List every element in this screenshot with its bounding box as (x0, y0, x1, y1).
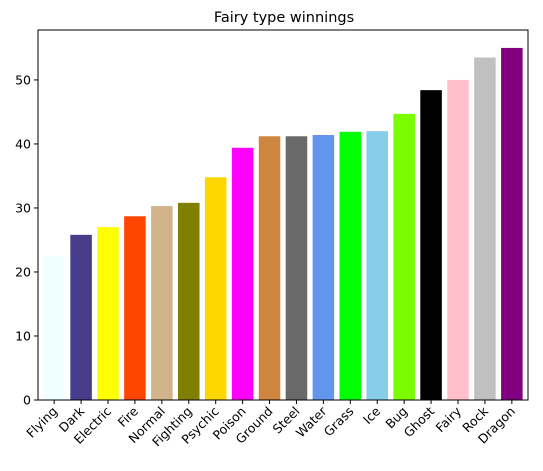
y-tick-label: 10 (15, 328, 31, 343)
y-tick-label: 0 (23, 393, 31, 408)
bar-fighting (178, 202, 200, 400)
y-tick-label: 40 (15, 136, 31, 151)
x-tick-label: Ghost (401, 403, 438, 440)
x-tick-label: Water (293, 403, 330, 440)
bar-ground (258, 136, 281, 400)
bar-psychic (204, 177, 227, 400)
bar-fairy (447, 79, 469, 401)
bar-fire (124, 216, 146, 400)
bar-dark (70, 234, 92, 400)
x-tick-label: Grass (321, 404, 357, 440)
bar-poison (231, 147, 254, 400)
x-tick-label: Ice (360, 403, 384, 427)
y-tick-label: 20 (15, 264, 31, 279)
bar-steel (285, 136, 308, 400)
x-tick-label: Flying (23, 404, 60, 441)
y-tick-label: 30 (15, 200, 31, 215)
x-tick-label: Fairy (433, 403, 465, 435)
bar-flying (43, 255, 65, 400)
bar-rock (474, 57, 496, 400)
plot-frame (37, 29, 529, 401)
bar-water (312, 134, 335, 401)
bar-grass (339, 131, 362, 400)
bar-ice (366, 131, 388, 400)
y-axis: 0 10 20 30 40 50 (15, 72, 38, 408)
bar-electric (97, 227, 119, 400)
y-tick-label: 50 (15, 72, 31, 87)
bar-normal (151, 206, 173, 400)
bar-bug (393, 113, 415, 401)
bars-group (43, 47, 523, 401)
chart-title: Fairy type winnings (214, 10, 354, 26)
bar-dragon (501, 47, 523, 401)
bar-ghost (420, 90, 442, 401)
